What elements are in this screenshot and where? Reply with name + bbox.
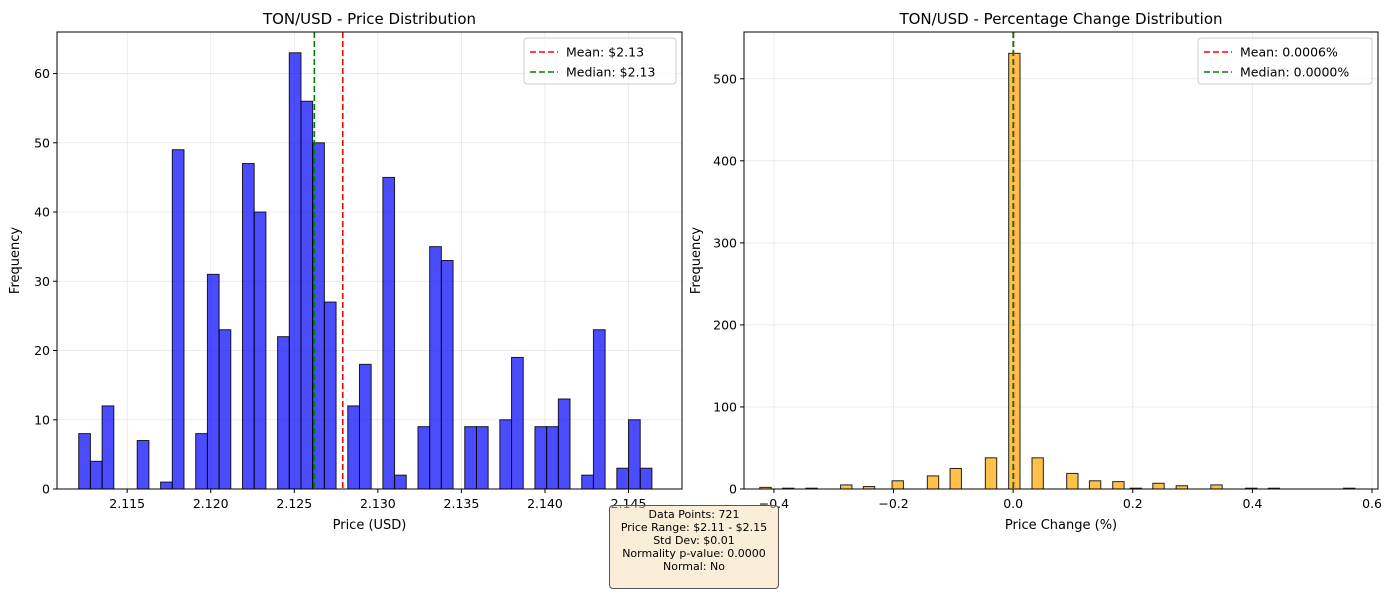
chart1-bar-12 bbox=[218, 329, 232, 490]
chart2-xtick-label-2: 0.0 bbox=[1003, 496, 1023, 511]
chart1-ytick-label-2: 20 bbox=[34, 343, 50, 358]
stats-data-points: Data Points: 721 bbox=[648, 508, 740, 521]
chart1-xlabel: Price (USD) bbox=[333, 518, 407, 533]
chart1-xtick-label-0: 2.115 bbox=[109, 496, 145, 511]
chart2-xtick-label-5: 0.6 bbox=[1362, 496, 1382, 511]
chart2-bar-10 bbox=[1031, 457, 1044, 490]
chart2-ytick-label-5: 500 bbox=[713, 71, 737, 86]
chart2-bar-13 bbox=[1112, 481, 1125, 490]
chart1-bar-10 bbox=[195, 433, 208, 490]
chart1-xtick-label-1: 2.120 bbox=[193, 496, 229, 511]
chart1-ylabel: Frequency bbox=[8, 227, 23, 294]
chart1-ytick-label-1: 10 bbox=[34, 412, 50, 427]
stats-std-dev: Std Dev: $0.01 bbox=[653, 534, 735, 547]
chart1-bar-39 bbox=[534, 426, 548, 490]
stats-annotation-box: Data Points: 721 Price Range: $2.11 - $2… bbox=[609, 505, 779, 589]
chart1-title: TON/USD - Price Distribution bbox=[262, 10, 476, 28]
chart2-xtick-label-4: 0.4 bbox=[1242, 496, 1262, 511]
chart2-legend bbox=[1197, 37, 1373, 85]
chart2-bar-8 bbox=[984, 457, 998, 490]
chart1-bar-31 bbox=[440, 260, 454, 490]
chart1-bar-34 bbox=[475, 426, 489, 490]
chart1-xtick-label-2: 2.125 bbox=[276, 496, 312, 511]
chart1-bar-5 bbox=[136, 440, 150, 490]
chart1-bar-36 bbox=[499, 419, 513, 490]
chart1-bar-30 bbox=[429, 246, 442, 490]
chart1-ytick-label-5: 50 bbox=[34, 135, 50, 150]
chart1-bar-2 bbox=[101, 405, 115, 490]
chart2-bar-15 bbox=[1152, 482, 1165, 490]
chart2-bar-11 bbox=[1066, 472, 1079, 490]
chart2-ytick-label-0: 0 bbox=[729, 482, 737, 497]
chart1-xtick-label-5: 2.140 bbox=[527, 496, 563, 511]
chart1-bar-18 bbox=[288, 52, 302, 490]
chart2-ytick-label-1: 100 bbox=[713, 399, 737, 414]
chart2-frame bbox=[743, 31, 1379, 490]
chart1-bar-41 bbox=[557, 398, 571, 490]
chart1-bar-24 bbox=[358, 363, 372, 490]
chart2-bar-3 bbox=[840, 484, 853, 490]
chart2-ytick-label-4: 400 bbox=[713, 153, 737, 168]
chart1-frame bbox=[56, 31, 683, 490]
chart1-bar-11 bbox=[206, 273, 220, 490]
chart1-bar-19 bbox=[300, 100, 314, 490]
chart2-ytick-label-2: 200 bbox=[713, 317, 737, 332]
chart1-bar-0 bbox=[78, 433, 91, 490]
chart1-bar-26 bbox=[382, 176, 396, 490]
chart2-ylabel: Frequency bbox=[689, 227, 704, 294]
chart1-legend-label-0: Mean: $2.13 bbox=[566, 45, 644, 60]
chart2-xlabel: Price Change (%) bbox=[1005, 518, 1117, 533]
chart2-bar-6 bbox=[926, 475, 940, 490]
chart1-ytick-label-3: 30 bbox=[34, 274, 50, 289]
chart1-bar-48 bbox=[639, 467, 653, 490]
chart1-bar-29 bbox=[417, 426, 431, 490]
chart1-bar-37 bbox=[511, 356, 524, 490]
chart2-bar-5 bbox=[891, 480, 904, 490]
chart2-bar-7 bbox=[949, 467, 962, 490]
chart1-bar-17 bbox=[277, 336, 290, 490]
chart1-bar-23 bbox=[347, 405, 360, 490]
stats-normal: Normal: No bbox=[663, 560, 725, 573]
chart1-bar-15 bbox=[253, 211, 267, 490]
chart2-ytick-label-3: 300 bbox=[713, 235, 737, 250]
chart1-ytick-label-6: 60 bbox=[34, 66, 50, 81]
chart1-ytick-label-4: 40 bbox=[34, 205, 50, 220]
chart1-bar-33 bbox=[464, 426, 477, 490]
chart2-legend-label-1: Median: 0.0000% bbox=[1240, 65, 1349, 80]
chart2-xtick-label-1: −0.2 bbox=[878, 496, 908, 511]
stats-price-range: Price Range: $2.11 - $2.15 bbox=[620, 521, 768, 534]
chart1-ytick-label-0: 0 bbox=[42, 482, 50, 497]
chart1-bar-40 bbox=[546, 426, 559, 490]
chart1-bar-46 bbox=[616, 467, 630, 490]
chart1-xtick-label-4: 2.135 bbox=[444, 496, 480, 511]
chart1-legend-label-1: Median: $2.13 bbox=[566, 65, 655, 80]
chart2-title: TON/USD - Percentage Change Distribution bbox=[898, 10, 1222, 28]
chart2-bar-9 bbox=[1008, 52, 1021, 490]
chart1-bar-21 bbox=[323, 301, 337, 490]
chart2-bar-12 bbox=[1088, 480, 1102, 490]
stats-normality-p: Normality p-value: 0.0000 bbox=[622, 547, 766, 560]
chart2-bar-17 bbox=[1210, 484, 1223, 490]
chart1-bar-8 bbox=[171, 149, 185, 490]
chart1-bar-7 bbox=[160, 481, 173, 490]
chart1-bar-43 bbox=[581, 474, 594, 490]
chart1-xtick-label-3: 2.130 bbox=[360, 496, 396, 511]
chart2-legend-label-0: Mean: 0.0006% bbox=[1240, 45, 1338, 60]
chart1-bar-1 bbox=[89, 460, 103, 490]
chart1-legend bbox=[523, 37, 677, 85]
chart1-bar-14 bbox=[241, 163, 255, 490]
chart1-bar-44 bbox=[592, 329, 606, 490]
chart1-bar-27 bbox=[394, 474, 407, 490]
chart1-bar-47 bbox=[628, 419, 641, 490]
chart2-xtick-label-3: 0.2 bbox=[1123, 496, 1143, 511]
